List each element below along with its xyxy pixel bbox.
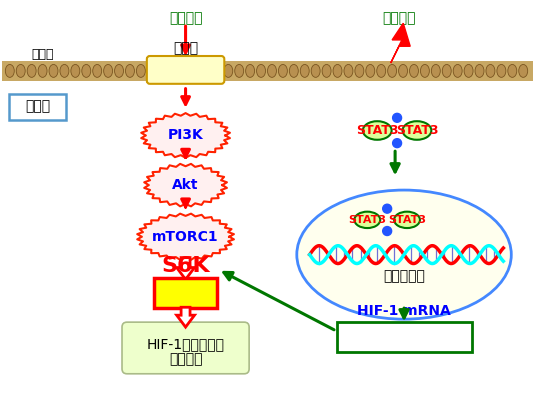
Ellipse shape [431, 64, 440, 77]
Ellipse shape [402, 121, 431, 140]
Ellipse shape [71, 64, 80, 77]
Ellipse shape [126, 64, 134, 77]
FancyBboxPatch shape [9, 94, 66, 120]
Text: STAT3: STAT3 [356, 124, 399, 137]
Polygon shape [177, 307, 195, 327]
Text: HIF-1 mRNA: HIF-1 mRNA [357, 304, 451, 318]
Ellipse shape [235, 64, 243, 77]
Circle shape [393, 113, 402, 122]
Ellipse shape [257, 64, 265, 77]
Ellipse shape [268, 64, 277, 77]
Ellipse shape [300, 64, 309, 77]
Ellipse shape [142, 216, 230, 258]
Ellipse shape [486, 64, 495, 77]
Ellipse shape [464, 64, 473, 77]
Text: PI3K: PI3K [167, 128, 203, 142]
Ellipse shape [38, 64, 47, 77]
Ellipse shape [322, 64, 331, 77]
Ellipse shape [158, 64, 167, 77]
Ellipse shape [82, 64, 91, 77]
Ellipse shape [475, 64, 484, 77]
Ellipse shape [16, 64, 25, 77]
Ellipse shape [377, 64, 386, 77]
Ellipse shape [180, 64, 189, 77]
Ellipse shape [278, 64, 287, 77]
Text: S6K: S6K [161, 256, 210, 276]
Ellipse shape [246, 64, 255, 77]
Ellipse shape [442, 64, 451, 77]
FancyBboxPatch shape [337, 322, 471, 352]
Text: 転写活性化: 転写活性化 [383, 270, 425, 284]
Ellipse shape [114, 64, 124, 77]
Text: 細胞内: 細胞内 [25, 100, 50, 114]
Ellipse shape [311, 64, 320, 77]
Ellipse shape [354, 212, 380, 228]
Text: mTORC1: mTORC1 [152, 230, 219, 244]
Circle shape [383, 204, 392, 213]
Ellipse shape [60, 64, 69, 77]
Text: 受容体: 受容体 [173, 41, 198, 55]
Ellipse shape [5, 64, 14, 77]
Ellipse shape [147, 64, 156, 77]
Polygon shape [391, 23, 410, 63]
Ellipse shape [497, 64, 506, 77]
Ellipse shape [169, 64, 178, 77]
Ellipse shape [191, 64, 200, 77]
Ellipse shape [344, 64, 353, 77]
Ellipse shape [333, 64, 342, 77]
Ellipse shape [202, 64, 211, 77]
Ellipse shape [363, 121, 392, 140]
Ellipse shape [421, 64, 430, 77]
Ellipse shape [93, 64, 102, 77]
Text: 増殖刺激: 増殖刺激 [383, 11, 416, 25]
Ellipse shape [409, 64, 418, 77]
Ellipse shape [224, 64, 233, 77]
FancyBboxPatch shape [147, 56, 224, 84]
Ellipse shape [297, 190, 511, 319]
Text: 増殖刺激: 増殖刺激 [169, 11, 202, 25]
Ellipse shape [399, 64, 408, 77]
Ellipse shape [355, 64, 364, 77]
Ellipse shape [388, 64, 396, 77]
Text: 細胞膜: 細胞膜 [32, 48, 54, 60]
Ellipse shape [149, 166, 223, 204]
Text: 合成促進: 合成促進 [169, 352, 202, 366]
FancyBboxPatch shape [154, 278, 217, 308]
Ellipse shape [519, 64, 528, 77]
Text: STAT3: STAT3 [396, 124, 438, 137]
Text: HIF-1タンパク質: HIF-1タンパク質 [147, 337, 225, 351]
Ellipse shape [366, 64, 374, 77]
Ellipse shape [104, 64, 112, 77]
Ellipse shape [289, 64, 299, 77]
Ellipse shape [213, 64, 222, 77]
Ellipse shape [27, 64, 36, 77]
Ellipse shape [508, 64, 517, 77]
Text: STAT3: STAT3 [348, 215, 386, 225]
Ellipse shape [49, 64, 58, 77]
Circle shape [383, 226, 392, 236]
Circle shape [393, 139, 402, 148]
Bar [2, 61, 533, 81]
Ellipse shape [146, 116, 225, 155]
Text: STAT3: STAT3 [388, 215, 426, 225]
Ellipse shape [394, 212, 420, 228]
Ellipse shape [136, 64, 146, 77]
FancyBboxPatch shape [122, 322, 249, 374]
Ellipse shape [453, 64, 462, 77]
Text: Akt: Akt [172, 178, 199, 192]
Polygon shape [177, 258, 195, 280]
